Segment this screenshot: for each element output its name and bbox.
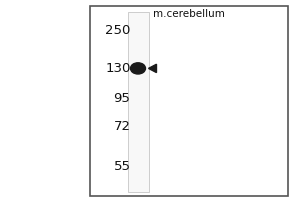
Ellipse shape <box>130 63 146 74</box>
Text: 130: 130 <box>105 62 130 75</box>
Polygon shape <box>148 64 157 73</box>
FancyBboxPatch shape <box>90 6 288 196</box>
Text: m.cerebellum: m.cerebellum <box>153 9 225 19</box>
Text: 72: 72 <box>113 119 130 132</box>
Bar <box>128 12 148 192</box>
Text: 250: 250 <box>105 24 130 38</box>
Text: 95: 95 <box>114 92 130 104</box>
Text: 55: 55 <box>113 160 130 172</box>
